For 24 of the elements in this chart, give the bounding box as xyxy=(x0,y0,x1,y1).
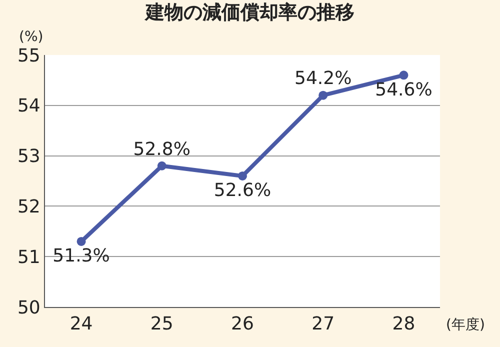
x-tick-label: 24 xyxy=(70,314,93,335)
x-tick-label: 28 xyxy=(392,314,416,335)
chart-title: 建物の減価償却率の推移 xyxy=(144,2,354,24)
y-tick-label: 54 xyxy=(17,96,40,117)
data-label: 54.6% xyxy=(375,79,432,100)
y-axis-title: (%) xyxy=(19,29,44,45)
y-tick-label: 50 xyxy=(17,297,40,318)
y-tick-label: 51 xyxy=(17,246,40,268)
data-label: 52.6% xyxy=(214,180,272,202)
data-label: 54.2% xyxy=(294,68,352,90)
data-label: 52.8% xyxy=(133,138,190,160)
y-tick-label: 53 xyxy=(17,146,40,168)
x-axis-title: (年度) xyxy=(446,317,485,333)
x-tick-label: 27 xyxy=(312,314,335,335)
point xyxy=(399,70,408,80)
y-tick-label: 55 xyxy=(17,45,40,66)
point xyxy=(318,90,328,100)
point xyxy=(76,236,86,246)
x-tick-label: 25 xyxy=(150,314,174,335)
point xyxy=(157,161,166,170)
y-tick-label: 52 xyxy=(17,196,40,218)
point xyxy=(238,171,247,180)
data-label: 51.3% xyxy=(52,246,110,267)
x-tick-label: 26 xyxy=(231,314,254,335)
